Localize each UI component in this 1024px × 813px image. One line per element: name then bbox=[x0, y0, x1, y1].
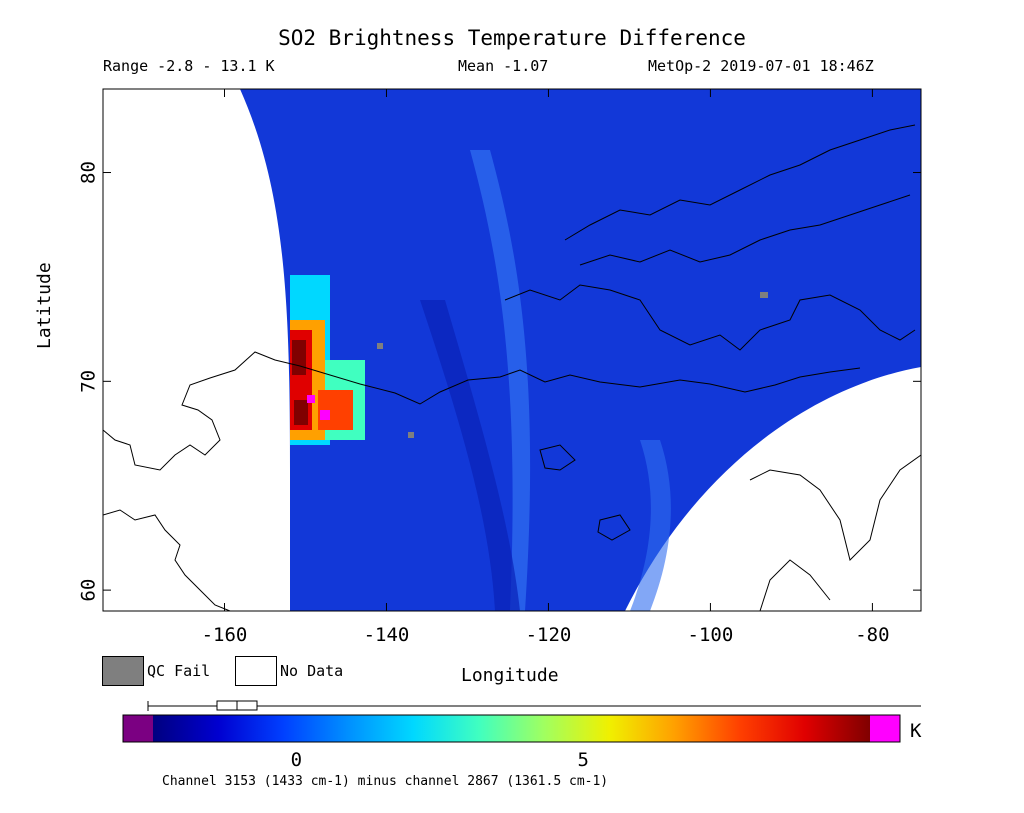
coastlines bbox=[103, 124, 921, 611]
coastline-alaska bbox=[103, 351, 861, 471]
coastline-islands bbox=[504, 284, 916, 351]
colorbar-tick-label: 0 bbox=[291, 749, 302, 771]
range-label: Range -2.8 - 13.1 K bbox=[103, 57, 275, 75]
y-tick-label: 60 bbox=[78, 579, 100, 602]
colorbar-unit: K bbox=[910, 720, 922, 742]
map-frame bbox=[102, 88, 922, 612]
map-title: SO2 Brightness Temperature Difference bbox=[278, 26, 746, 50]
channel-footnote: Channel 3153 (1433 cm-1) minus channel 2… bbox=[162, 774, 609, 789]
qc-fail-pixel bbox=[377, 343, 383, 349]
plume-peak bbox=[307, 395, 315, 403]
qc-fail-pixel bbox=[760, 292, 768, 298]
coastline-arctic-islands bbox=[564, 124, 916, 266]
colorbar-tick-label: 5 bbox=[577, 749, 588, 771]
data-swath bbox=[240, 89, 921, 611]
y-axis-label: Latitude bbox=[34, 262, 55, 349]
no-data-swatch bbox=[235, 656, 277, 686]
x-tick-label: -80 bbox=[855, 624, 889, 646]
plume-core bbox=[292, 340, 306, 375]
coastline-alaska-south bbox=[103, 509, 231, 611]
qc-fail-pixel bbox=[408, 432, 414, 438]
colorbar-frame bbox=[122, 714, 901, 743]
colorbar-under-swatch bbox=[123, 715, 153, 742]
x-tick-label: -140 bbox=[364, 624, 410, 646]
colorbar-gradient bbox=[153, 715, 870, 742]
mean-label: Mean -1.07 bbox=[458, 57, 549, 75]
y-axis-ticks: 60 70 80 bbox=[78, 161, 921, 602]
plume-core bbox=[294, 400, 308, 425]
x-tick-label: -100 bbox=[688, 624, 734, 646]
qc-fail-label: QC Fail bbox=[147, 662, 211, 680]
x-axis-label: Longitude bbox=[461, 665, 559, 686]
satellite-timestamp: MetOp-2 2019-07-01 18:46Z bbox=[648, 57, 874, 75]
coastline-hudson bbox=[749, 454, 921, 611]
qc-fail-swatch bbox=[102, 656, 144, 686]
colorbar-over-swatch bbox=[870, 715, 900, 742]
no-data-label: No Data bbox=[280, 662, 344, 680]
so2-plume bbox=[290, 275, 365, 445]
swath-stripe bbox=[630, 440, 671, 611]
y-tick-label: 70 bbox=[78, 370, 100, 393]
swath-stripe bbox=[470, 150, 531, 611]
swath-dark-band bbox=[420, 300, 520, 611]
plume-peak bbox=[320, 410, 330, 420]
x-tick-label: -160 bbox=[202, 624, 248, 646]
x-axis-ticks: -160 -140 -120 -100 -80 bbox=[202, 89, 890, 646]
x-tick-label: -120 bbox=[526, 624, 572, 646]
y-tick-label: 80 bbox=[78, 161, 100, 184]
coastline-lakes bbox=[539, 444, 631, 541]
